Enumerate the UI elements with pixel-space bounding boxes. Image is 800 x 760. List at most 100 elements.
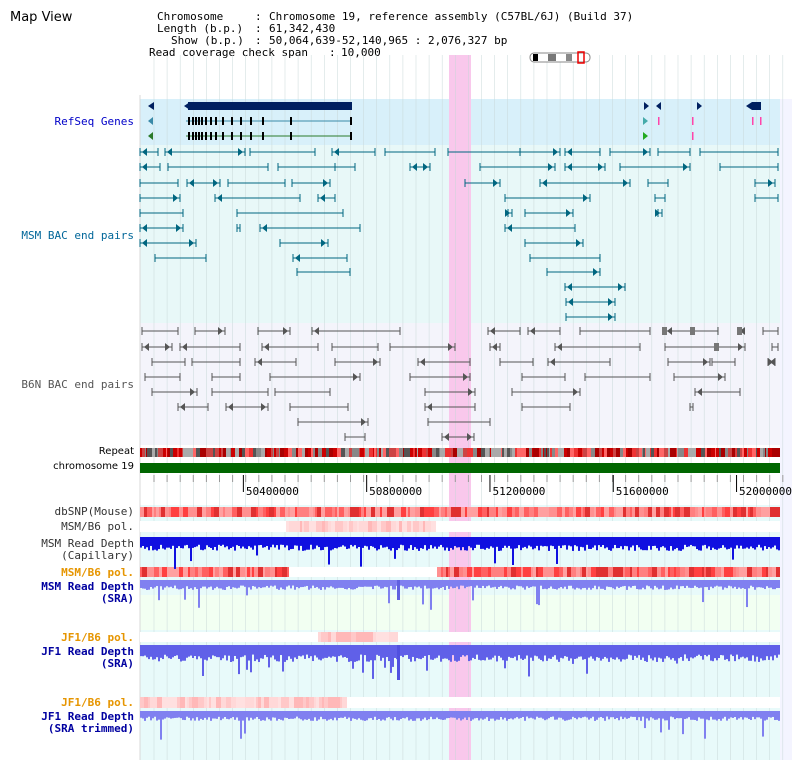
jf1-depth-trimmed-label[interactable]: JF1 Read Depth (SRA trimmed)	[41, 710, 134, 735]
jf1-pol-pink	[458, 632, 463, 642]
msm-sra-depth	[334, 580, 336, 589]
jf1-trimmed-depth	[492, 711, 494, 719]
jf1-sra-depth	[704, 645, 706, 655]
msm-pol-pink	[291, 521, 294, 532]
msm-capillary-depth	[622, 537, 624, 550]
chromosome-label: Chromosome	[157, 10, 224, 23]
jf1-pol2-pink	[289, 697, 294, 708]
jf1-pol-pink	[346, 632, 351, 642]
jf1-sra-depth	[510, 645, 512, 658]
jf1-trimmed-depth	[758, 711, 760, 718]
msm-b6-pol-label-1[interactable]: MSM/B6 pol.	[61, 520, 134, 533]
jf1-trimmed-depth	[252, 711, 254, 720]
jf1-trimmed-depth	[328, 711, 330, 720]
repeat-element	[242, 448, 245, 457]
msm-capillary-depth	[170, 537, 172, 549]
jf1-trimmed-depth	[486, 711, 488, 718]
repeat-element	[296, 448, 298, 457]
msm-capillary-depth	[388, 537, 390, 550]
dbsnp-cell	[573, 507, 576, 517]
jf1-trimmed-depth	[246, 711, 248, 718]
msm-depth-capillary-label[interactable]: MSM Read Depth (Capillary)	[41, 537, 134, 562]
msm-sra-depth	[400, 580, 402, 586]
jf1-pol2-pink	[694, 697, 699, 708]
jf1-pol-pink	[751, 632, 753, 642]
dbsnp-cell	[725, 507, 730, 517]
msm-pol-pink	[170, 521, 172, 532]
msm-pol2-cell	[736, 567, 739, 577]
jf1-trimmed-depth	[596, 711, 598, 720]
msm-capillary-depth	[396, 537, 398, 551]
msm-pol2-cell	[389, 567, 394, 577]
b6n-bac-label[interactable]: B6N BAC end pairs	[21, 378, 134, 391]
msm-sra-depth	[360, 580, 362, 587]
ideogram-band	[566, 54, 572, 61]
jf1-b6-pol-label-1[interactable]: JF1/B6 pol.	[61, 631, 134, 644]
jf1-sra-depth	[692, 645, 694, 659]
jf1-sra-depth	[536, 645, 538, 657]
msm-pol2-cell	[219, 567, 223, 577]
jf1-pol-pink	[241, 632, 244, 642]
jf1-trimmed-depth	[602, 711, 604, 719]
msm-pol-pink	[281, 521, 286, 532]
msm-capillary-depth	[432, 537, 434, 549]
msm-b6-pol-label-2[interactable]: MSM/B6 pol.	[61, 566, 134, 579]
dbsnp-cell	[280, 507, 282, 517]
msm-capillary-depth	[640, 537, 642, 550]
msm-pol2-cell	[397, 567, 402, 577]
jf1-sra-depth	[278, 645, 280, 662]
jf1-sra-depth	[532, 645, 534, 661]
dbsnp-label[interactable]: dbSNP(Mouse)	[54, 505, 134, 518]
msm-pol-pink	[416, 521, 419, 532]
dbsnp-cell	[223, 507, 225, 517]
msm-capillary-depth	[614, 537, 616, 545]
msm-pol-pink	[224, 521, 229, 532]
msm-pol-pink	[160, 521, 164, 532]
jf1-trimmed-depth	[172, 711, 174, 719]
jf1-trimmed-depth	[778, 711, 780, 721]
msm-sra-depth	[356, 580, 358, 589]
jf1-depth-sra-label[interactable]: JF1 Read Depth (SRA)	[41, 645, 134, 670]
dbsnp-cell	[569, 507, 573, 517]
msm-pol-pink	[151, 521, 156, 532]
msm-capillary-depth	[342, 537, 344, 546]
jf1-b6-pol-label-2[interactable]: JF1/B6 pol.	[61, 696, 134, 709]
dbsnp-cell	[429, 507, 434, 517]
repeat-element	[302, 448, 305, 457]
jf1-sra-depth	[766, 645, 768, 657]
jf1-sra-depth	[508, 645, 510, 657]
gene-block	[752, 102, 761, 110]
msm-pol-pink	[189, 521, 193, 532]
dbsnp-cell	[371, 507, 375, 517]
msm-depth-sra-label[interactable]: MSM Read Depth (SRA)	[41, 580, 134, 605]
msm-bac-label[interactable]: MSM BAC end pairs	[21, 229, 134, 242]
msm-sra-depth	[484, 580, 486, 589]
jf1-sra-depth	[422, 645, 424, 658]
jf1-sra-depth	[296, 645, 298, 660]
jf1-trimmed-depth	[502, 711, 504, 720]
jf1-pol-pink	[735, 632, 739, 642]
jf1-sra-depth	[228, 645, 230, 656]
msm-sra-depth	[558, 580, 560, 589]
refseq-genes-label[interactable]: RefSeq Genes	[54, 115, 134, 128]
jf1-trimmed-depth	[546, 711, 548, 720]
msm-pol2-cell	[747, 567, 752, 577]
jf1-sra-depth	[490, 645, 492, 660]
dbsnp-cell	[171, 507, 175, 517]
jf1-trimmed-depth	[522, 711, 524, 718]
jf1-sra-depth	[746, 645, 748, 658]
jf1-sra-depth	[410, 645, 412, 662]
msm-sra-depth	[486, 580, 488, 587]
msm-sra-depth	[254, 580, 256, 587]
b6n-marker	[737, 327, 742, 335]
jf1-sra-depth	[600, 645, 602, 661]
jf1-trimmed-depth	[438, 711, 440, 720]
msm-pol2-cell	[467, 567, 472, 577]
jf1-trimmed-depth	[414, 711, 416, 721]
msm-capillary-depth	[554, 537, 556, 549]
dbsnp-cell	[282, 507, 285, 517]
jf1-trimmed-depth	[632, 711, 634, 717]
jf1-pol2-pink	[340, 697, 342, 708]
jf1-trimmed-depth	[754, 711, 756, 720]
